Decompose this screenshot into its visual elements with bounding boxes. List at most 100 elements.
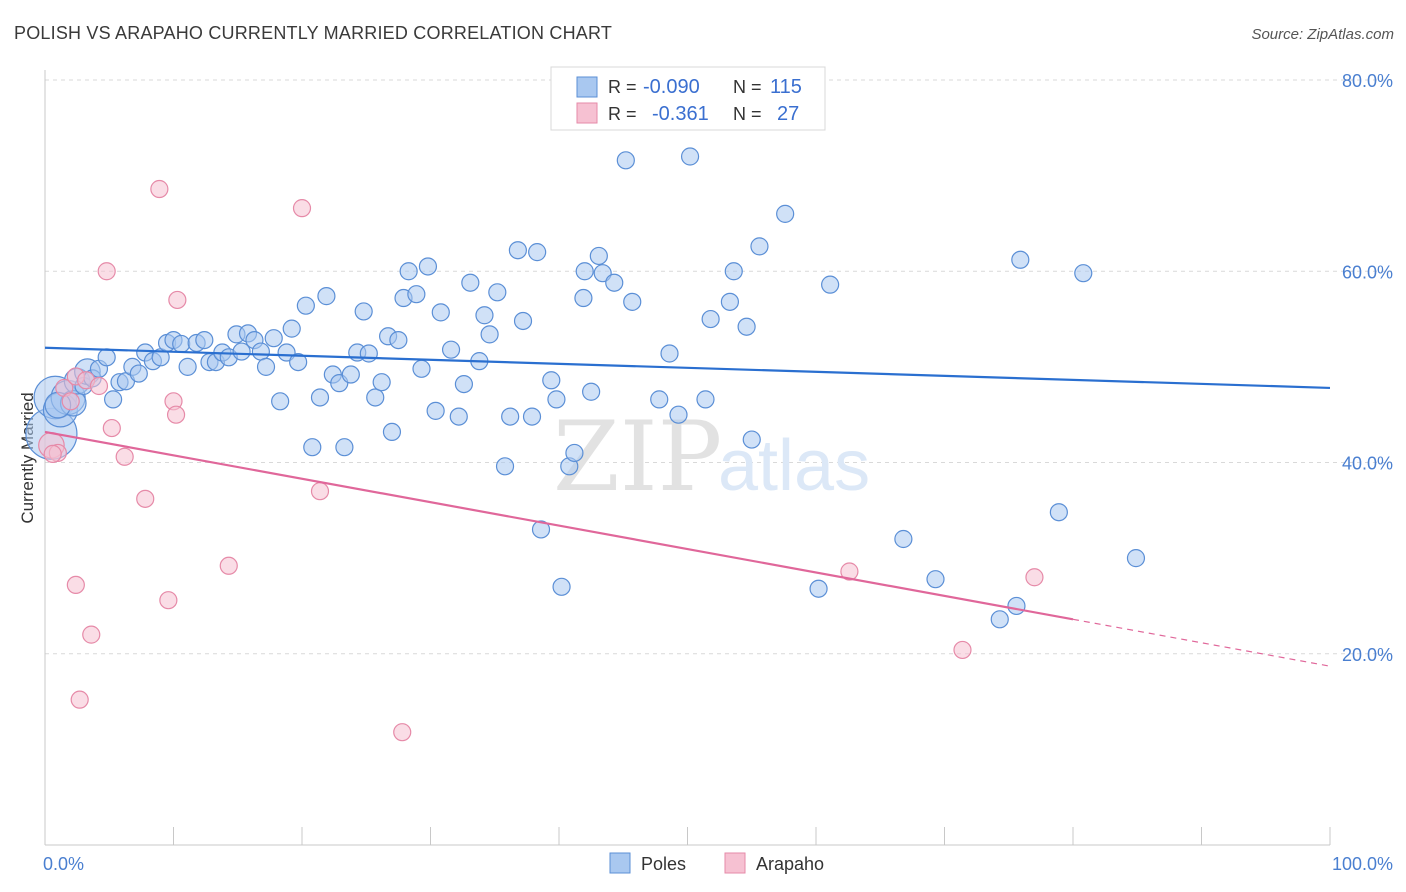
poles-point[interactable] — [724, 262, 743, 281]
poles-point[interactable] — [303, 438, 322, 457]
poles-point[interactable] — [178, 357, 197, 376]
arapaho-point[interactable] — [953, 640, 972, 660]
poles-point[interactable] — [575, 262, 594, 281]
poles-point[interactable] — [589, 246, 608, 266]
poles-point[interactable] — [495, 457, 515, 476]
poles-point[interactable] — [552, 577, 571, 596]
poles-point[interactable] — [426, 401, 445, 420]
poles-point[interactable] — [737, 317, 756, 336]
poles-point[interactable] — [407, 285, 426, 304]
arapaho-point[interactable] — [292, 199, 312, 218]
arapaho-point[interactable] — [393, 723, 412, 742]
poles-point[interactable] — [129, 364, 148, 383]
poles-point[interactable] — [359, 344, 378, 363]
poles-point[interactable] — [660, 344, 679, 363]
poles-point[interactable] — [195, 331, 214, 350]
poles-point[interactable] — [172, 334, 191, 354]
arapaho-point[interactable] — [97, 262, 116, 281]
arapaho-point[interactable] — [310, 482, 330, 501]
poles-point[interactable] — [742, 430, 761, 449]
poles-point[interactable] — [282, 319, 301, 338]
poles-point[interactable] — [264, 329, 283, 348]
poles-point[interactable] — [623, 292, 642, 311]
arapaho-point[interactable] — [840, 562, 859, 581]
poles-point[interactable] — [669, 405, 688, 424]
poles-point[interactable] — [296, 296, 315, 315]
arapaho-point[interactable] — [1025, 568, 1044, 587]
poles-point[interactable] — [399, 262, 418, 281]
poles-point[interactable] — [1074, 264, 1093, 283]
arapaho-point[interactable] — [136, 489, 155, 508]
poles-point[interactable] — [341, 365, 360, 384]
poles-point[interactable] — [696, 390, 715, 409]
poles-point[interactable] — [232, 342, 251, 361]
poles-point[interactable] — [104, 390, 123, 409]
arapaho-point[interactable] — [219, 556, 238, 575]
poles-point[interactable] — [441, 340, 461, 359]
poles-point[interactable] — [894, 529, 913, 549]
poles-point[interactable] — [461, 273, 480, 292]
arapaho-point[interactable] — [61, 392, 80, 411]
arapaho-point[interactable] — [82, 625, 101, 644]
poles-point[interactable] — [508, 241, 527, 260]
legend-arapaho-swatch[interactable] — [724, 852, 746, 874]
poles-point[interactable] — [522, 407, 542, 426]
arapaho-point[interactable] — [150, 179, 169, 199]
arapaho-point[interactable] — [159, 591, 178, 610]
poles-point[interactable] — [1126, 549, 1146, 568]
poles-point[interactable] — [616, 151, 635, 170]
poles-point[interactable] — [431, 303, 450, 322]
arapaho-point[interactable] — [102, 418, 121, 438]
poles-point[interactable] — [418, 257, 438, 276]
legend-poles-swatch[interactable] — [609, 852, 631, 874]
poles-point[interactable] — [809, 579, 828, 598]
poles-point[interactable] — [1007, 596, 1026, 616]
poles-point[interactable] — [776, 204, 795, 223]
arapaho-point[interactable] — [166, 405, 186, 424]
poles-point[interactable] — [488, 283, 507, 302]
poles-point[interactable] — [542, 371, 561, 390]
poles-point[interactable] — [528, 243, 547, 262]
poles-point[interactable] — [990, 610, 1009, 629]
poles-point[interactable] — [1011, 250, 1030, 269]
poles-point[interactable] — [454, 374, 474, 394]
arapaho-point[interactable] — [115, 447, 134, 466]
poles-point[interactable] — [310, 388, 330, 407]
poles-point[interactable] — [531, 520, 551, 539]
poles-point[interactable] — [680, 147, 700, 166]
poles-point[interactable] — [251, 342, 270, 361]
legend-poles-label[interactable]: Poles — [641, 854, 686, 874]
poles-point[interactable] — [271, 392, 290, 411]
poles-point[interactable] — [335, 438, 354, 457]
poles-point[interactable] — [501, 407, 520, 426]
poles-point[interactable] — [97, 348, 116, 367]
poles-point[interactable] — [289, 352, 308, 372]
poles-point[interactable] — [582, 382, 601, 401]
poles-point[interactable] — [412, 359, 431, 378]
arapaho-point[interactable] — [89, 376, 109, 396]
poles-point[interactable] — [574, 288, 593, 308]
arapaho-point[interactable] — [168, 290, 187, 310]
poles-point[interactable] — [1049, 503, 1068, 522]
poles-point[interactable] — [565, 443, 584, 463]
poles-point[interactable] — [821, 275, 840, 294]
poles-point[interactable] — [720, 292, 740, 311]
poles-point[interactable] — [926, 570, 945, 589]
poles-point[interactable] — [475, 306, 494, 325]
poles-point[interactable] — [372, 373, 391, 392]
poles-point[interactable] — [750, 237, 769, 256]
poles-point[interactable] — [389, 331, 408, 350]
poles-point[interactable] — [650, 390, 669, 409]
poles-point[interactable] — [480, 325, 499, 344]
poles-point[interactable] — [513, 311, 533, 331]
poles-point[interactable] — [366, 388, 385, 407]
poles-point[interactable] — [605, 273, 624, 292]
poles-point[interactable] — [354, 302, 373, 321]
poles-point[interactable] — [382, 422, 402, 441]
arapaho-point[interactable] — [66, 575, 85, 595]
poles-point[interactable] — [256, 357, 276, 376]
poles-point[interactable] — [449, 407, 468, 426]
legend-arapaho-label[interactable]: Arapaho — [756, 854, 824, 874]
poles-point[interactable] — [701, 309, 720, 329]
poles-point[interactable] — [547, 390, 566, 409]
